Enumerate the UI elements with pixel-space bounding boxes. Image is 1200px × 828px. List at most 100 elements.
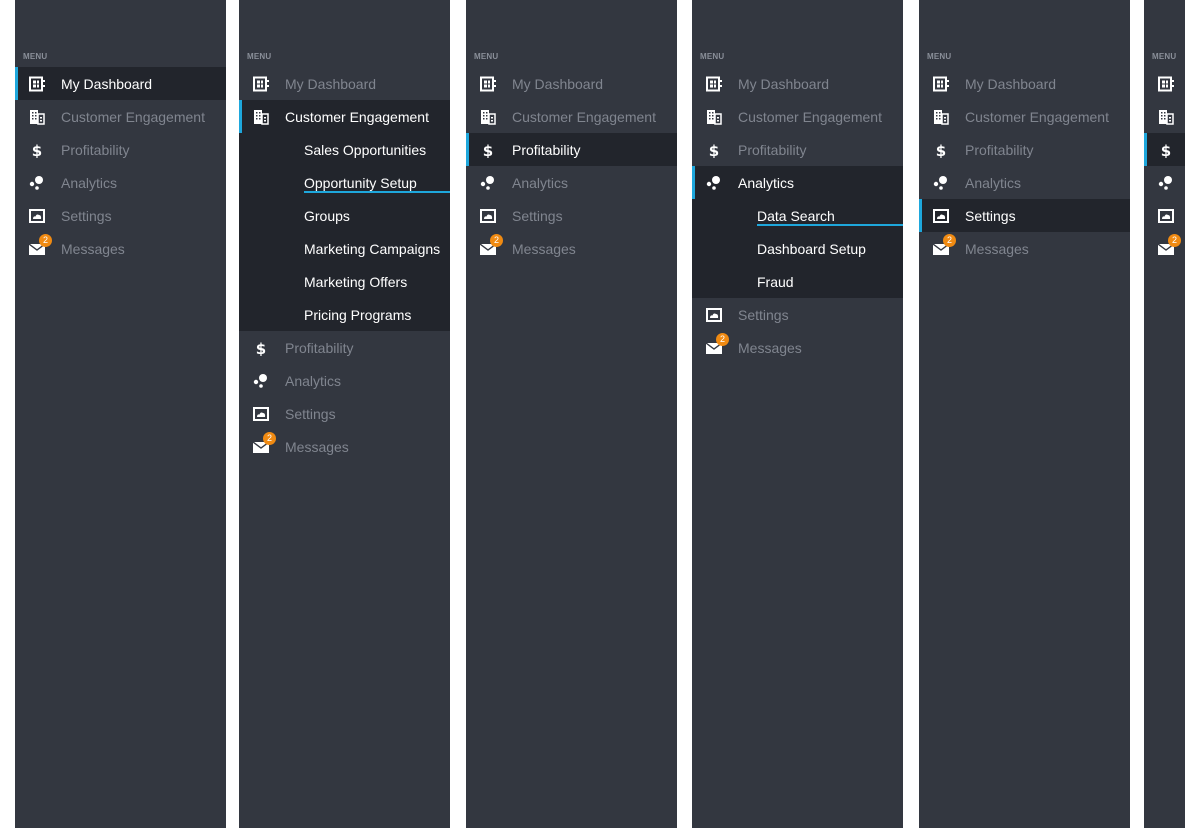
sidebar-panel: MENU $2 [1144,0,1185,828]
building-icon [253,109,269,125]
sidebar-item-label: My Dashboard [285,75,377,92]
sidebar-item-settings[interactable]: Settings [466,199,677,232]
unread-badge: 2 [39,233,52,247]
sidebar-item-messages[interactable]: 2 [1144,232,1185,265]
menu-list: My Dashboard Customer Engagement $ Profitab… [692,67,903,364]
sidebar-item-profitability[interactable]: $ Profitability [239,331,450,364]
sidebar-item-customer-engagement[interactable]: Customer Engagement [239,100,450,133]
sidebar-item-label: Customer Engagement [512,108,656,125]
bubbles-icon [29,175,45,191]
sidebar-item-analytics[interactable]: Analytics [15,166,226,199]
sidebar-item-label: Customer Engagement [738,108,882,125]
sidebar-item-label: Settings [965,207,1016,224]
sidebar-item-analytics[interactable]: Analytics [692,166,903,199]
sidebar-item-label: Profitability [285,339,354,356]
dashboard-icon [253,76,269,92]
cloud-screen-icon [933,208,949,224]
sidebar-item-my-dashboard[interactable]: My Dashboard [466,67,677,100]
sidebar-item-analytics[interactable]: Analytics [466,166,677,199]
sidebar-item-analytics[interactable]: Analytics [239,364,450,397]
sidebar-item-profitability[interactable]: $ Profitability [692,133,903,166]
sidebar-item-my-dashboard[interactable]: My Dashboard [239,67,450,100]
cloud-screen-icon [1158,208,1174,224]
svg-text:$: $ [256,340,266,356]
sidebar-item-label: Customer Engagement [965,108,1109,125]
submenu-item-pricing-programs[interactable]: Pricing Programs [304,306,412,323]
dashboard-icon [480,76,496,92]
sidebar-item-customer-engagement[interactable]: Customer Engagement [15,100,226,133]
sidebar-item-label: Analytics [965,174,1022,191]
sidebar-item-analytics[interactable]: Analytics [919,166,1130,199]
sidebar-item-profitability[interactable]: $ [1144,133,1185,166]
submenu-item-sales-opportunities[interactable]: Sales Opportunities [304,141,427,158]
sidebar-item-messages[interactable]: 2 Messages [692,331,903,364]
sidebar-item-my-dashboard[interactable]: My Dashboard [919,67,1130,100]
sidebar-item-my-dashboard[interactable]: My Dashboard [692,67,903,100]
sidebar-item-label: Settings [738,306,789,323]
submenu-item-groups[interactable]: Groups [304,207,350,224]
sidebar-item-settings[interactable]: Settings [692,298,903,331]
sidebar-item-label: Customer Engagement [285,108,429,125]
dollar-icon: $ [933,142,949,158]
sidebar-item-customer-engagement[interactable]: Customer Engagement [919,100,1130,133]
sidebar-item-messages[interactable]: 2 Messages [919,232,1130,265]
submenu-item-marketing-campaigns[interactable]: Marketing Campaigns [304,240,441,257]
unread-badge: 2 [1168,233,1181,247]
submenu-item-data-search[interactable]: Data Search [692,199,903,232]
svg-text:$: $ [483,142,493,158]
sidebar-item-settings[interactable]: Settings [919,199,1130,232]
sidebar-item-label: My Dashboard [512,75,604,92]
menu-list: My Dashboard Customer Engagement Sales Opp… [239,67,450,463]
sidebar-item-profitability[interactable]: $ Profitability [15,133,226,166]
building-icon [29,109,45,125]
bubbles-icon [253,373,269,389]
menu-label: MENU [1152,52,1177,61]
submenu-item-dashboard-setup[interactable]: Dashboard Setup [757,240,866,257]
sidebar-item-my-dashboard[interactable]: My Dashboard [15,67,226,100]
dashboard-icon [1158,76,1174,92]
svg-text:$: $ [709,142,719,158]
submenu-item-opportunity-setup[interactable]: Opportunity Setup [239,166,450,199]
sidebar-item-label: Customer Engagement [61,108,205,125]
building-icon [1158,109,1174,125]
sidebar-item-label: Settings [285,405,336,422]
sidebar-item-label: My Dashboard [965,75,1057,92]
sidebar-item-settings[interactable]: Settings [239,397,450,430]
menu-list: My Dashboard Customer Engagement $ Profitab… [919,67,1130,265]
cloud-screen-icon [480,208,496,224]
sidebar-item-label: Profitability [61,141,130,158]
sidebar-item-profitability[interactable]: $ Profitability [466,133,677,166]
sidebar-item-settings[interactable] [1144,199,1185,232]
sidebar-item-label: Messages [512,240,576,257]
menu-list: $2 [1144,67,1185,265]
sidebar-item-analytics[interactable] [1144,166,1185,199]
sidebar-item-customer-engagement[interactable] [1144,100,1185,133]
sidebar-item-label: Profitability [965,141,1034,158]
building-icon [480,109,496,125]
menu-label: MENU [700,52,725,61]
menu-label: MENU [23,52,48,61]
sidebar-panel: MENU My Dashboard Customer Engagement $ Prof… [919,0,1130,828]
cloud-screen-icon [29,208,45,224]
dashboard-icon [29,76,45,92]
dollar-icon: $ [1158,142,1174,158]
sidebar-item-customer-engagement[interactable]: Customer Engagement [466,100,677,133]
sidebar-item-label: Settings [61,207,112,224]
sidebar-item-messages[interactable]: 2 Messages [466,232,677,265]
sidebar-item-settings[interactable]: Settings [15,199,226,232]
sidebar-panel: MENU My Dashboard Customer Engagement $ Prof… [692,0,903,828]
sidebar-item-messages[interactable]: 2 Messages [15,232,226,265]
unread-badge: 2 [943,233,956,247]
envelope-icon: 2 [253,431,276,455]
sidebar-item-customer-engagement[interactable]: Customer Engagement [692,100,903,133]
submenu-item-fraud[interactable]: Fraud [757,273,794,290]
dollar-icon: $ [29,142,45,158]
sidebar-item-my-dashboard[interactable] [1144,67,1185,100]
svg-text:$: $ [936,142,946,158]
svg-text:$: $ [1161,142,1171,158]
sidebar-item-profitability[interactable]: $ Profitability [919,133,1130,166]
submenu-item-marketing-offers[interactable]: Marketing Offers [304,273,408,290]
sidebar-item-messages[interactable]: 2 Messages [239,430,450,463]
dollar-icon: $ [706,142,722,158]
bubbles-icon [480,175,496,191]
